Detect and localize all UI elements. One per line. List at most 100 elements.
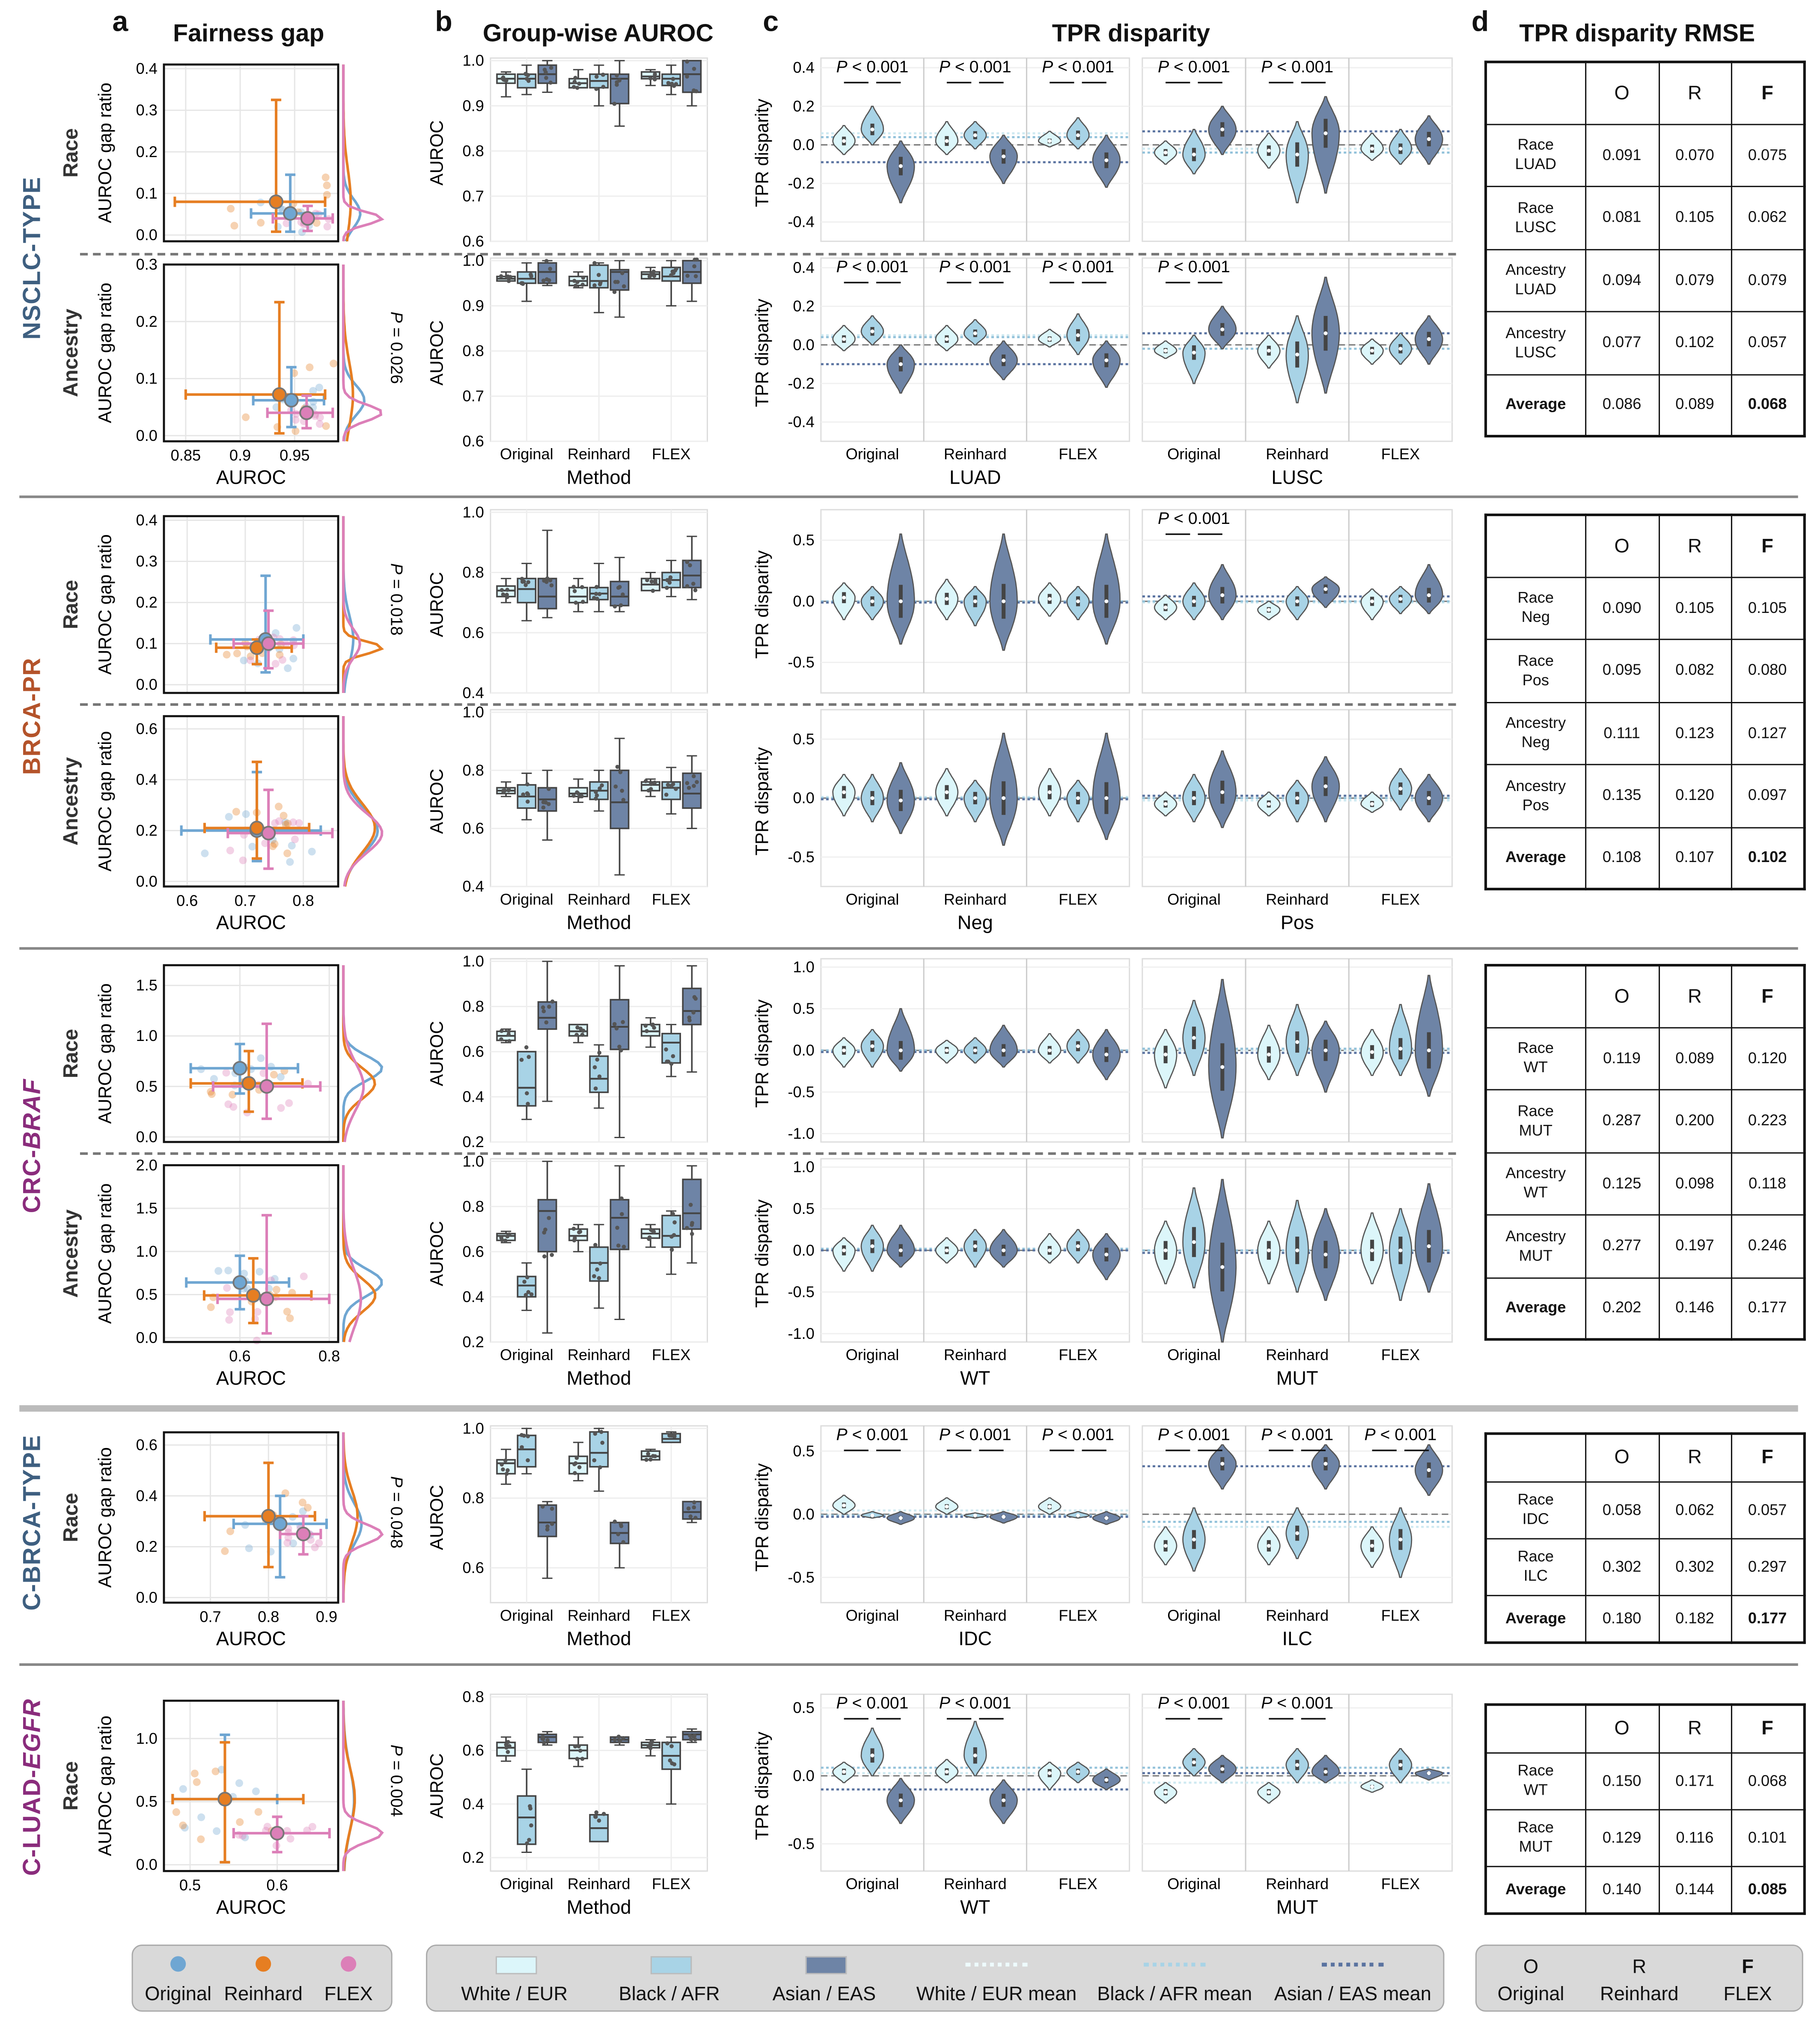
row-label: Race LUAD [1485, 123, 1586, 187]
y-tick-label: 0.1 [136, 370, 158, 387]
violin-median [1220, 790, 1225, 794]
y-tick-label: 1.0 [463, 703, 484, 721]
y-tick-label: 0.0 [793, 592, 815, 610]
y-axis-label: TPR disparity [752, 1731, 772, 1840]
mean-point-reinhard [261, 1509, 276, 1524]
legend-label: FLEX [1723, 1983, 1772, 2005]
plot-frame [820, 257, 1130, 442]
x-tick-label: FLEX [1059, 1606, 1097, 1624]
mean-point-original [232, 1061, 247, 1076]
box-point [618, 770, 623, 774]
groupwise-auroc-boxplot: 0.6 0.7 0.8 0.9 1.0 AUROC Original Reinhard FLEX… [426, 252, 708, 488]
table-cell: O [1584, 1433, 1659, 1482]
row-separator [80, 703, 1456, 706]
box-point [685, 584, 690, 589]
box-point [526, 1290, 531, 1294]
box-point [574, 601, 578, 605]
box-point [501, 790, 506, 794]
scatter-point [181, 1824, 189, 1832]
table-row: Ancestry Pos 0.135 0.120 0.097 [1485, 764, 1805, 828]
y-tick-label: 0.2 [136, 143, 158, 161]
box-point [505, 275, 509, 280]
p-value-label: P < 0.001 [939, 258, 1011, 276]
violin-median [1076, 599, 1080, 604]
box-point [529, 1292, 534, 1296]
legend-item-black: Black / AFR [595, 1946, 743, 2010]
y-tick-label: 0.0 [793, 789, 815, 807]
scatter-point [289, 1539, 297, 1547]
box-point [593, 1086, 598, 1091]
table-row: Ancestry WT 0.125 0.098 0.118 [1485, 1151, 1805, 1216]
box-point [685, 1226, 689, 1230]
box-point [581, 275, 586, 280]
tpr-violin-panel-neg: Original Reinhard FLEX Neg [820, 709, 1130, 934]
plot-frame [163, 964, 339, 1143]
box-point [643, 779, 648, 783]
x-tick-label: 0.6 [229, 1347, 250, 1365]
p-value-label: P < 0.001 [1158, 1425, 1230, 1444]
table-cell: 0.079 [1658, 248, 1732, 312]
row-label: Race [59, 1761, 82, 1811]
box-point [504, 78, 509, 83]
mean-point-flex [259, 1291, 274, 1306]
x-axis-label: IDC [958, 1628, 992, 1650]
table-cell: 0.094 [1584, 248, 1659, 312]
violin-median [1163, 802, 1168, 806]
box-asian [610, 769, 630, 830]
x-tick-label: Original [500, 1346, 553, 1363]
y-tick-label: 0.0 [793, 1505, 815, 1523]
y-tick-label: 0.4 [463, 1088, 484, 1106]
scatter-point [315, 384, 323, 392]
violin-median [1267, 1053, 1271, 1057]
scatter-point [252, 1787, 260, 1796]
density-curve-reinhard [342, 1701, 356, 1871]
table-cell: 0.068 [1730, 373, 1805, 437]
x-tick-label: FLEX [652, 1346, 690, 1363]
violin-median [1295, 796, 1300, 800]
box-point [691, 581, 696, 586]
y-tick-label: 0.9 [463, 97, 484, 114]
tpr-violin-panel-wt [820, 958, 1130, 1143]
violin-median [1002, 1048, 1006, 1053]
x-tick-label: 0.8 [258, 1608, 279, 1625]
x-tick-label: Original [1167, 1606, 1221, 1624]
mean-point-flex [299, 405, 314, 420]
scatter-point [292, 624, 300, 632]
plot-frame [163, 515, 339, 694]
scatter-point [242, 413, 250, 421]
x-tick-label: 0.9 [316, 1608, 337, 1625]
y-axis-label: AUROC [426, 1753, 446, 1818]
y-tick-label: 0.2 [463, 1133, 484, 1151]
tpr-violin-panel-mut: Original Reinhard FLEX MUT [1142, 1158, 1453, 1389]
table-cell: 0.070 [1658, 123, 1732, 187]
box-point [580, 794, 584, 799]
y-tick-label: 0.4 [463, 1795, 484, 1813]
scatter-point [229, 1091, 237, 1099]
plot-frame [163, 63, 339, 243]
box-point [506, 1740, 510, 1744]
table-cell: 0.098 [1658, 1151, 1732, 1216]
p-value-label: P < 0.001 [1158, 509, 1230, 528]
x-axis-label: Method [567, 1367, 631, 1389]
mean-point-flex [261, 826, 276, 841]
violin-median [1323, 131, 1328, 135]
box-asian [682, 772, 702, 809]
violin-median [1427, 593, 1431, 598]
violin-median [1267, 1248, 1271, 1252]
box-point [506, 1750, 510, 1754]
box-point [577, 1230, 581, 1234]
scatter-point [193, 1778, 201, 1786]
mean-point-flex [296, 1526, 311, 1541]
violin-median [1192, 351, 1196, 355]
box-point [685, 59, 690, 64]
scatter-point [253, 1336, 261, 1344]
rmse-table: O R F Race WT 0.119 0.089 0.120 Race MUT 0.287 0.20… [1484, 963, 1806, 1341]
table-cell: 0.102 [1658, 311, 1732, 375]
x-tick-label: 0.5 [179, 1876, 201, 1894]
box-point [597, 1276, 601, 1280]
violin-median [1192, 796, 1196, 800]
box-point [541, 1005, 545, 1010]
y-tick-label: -0.2 [788, 175, 814, 192]
box-point [573, 283, 578, 288]
